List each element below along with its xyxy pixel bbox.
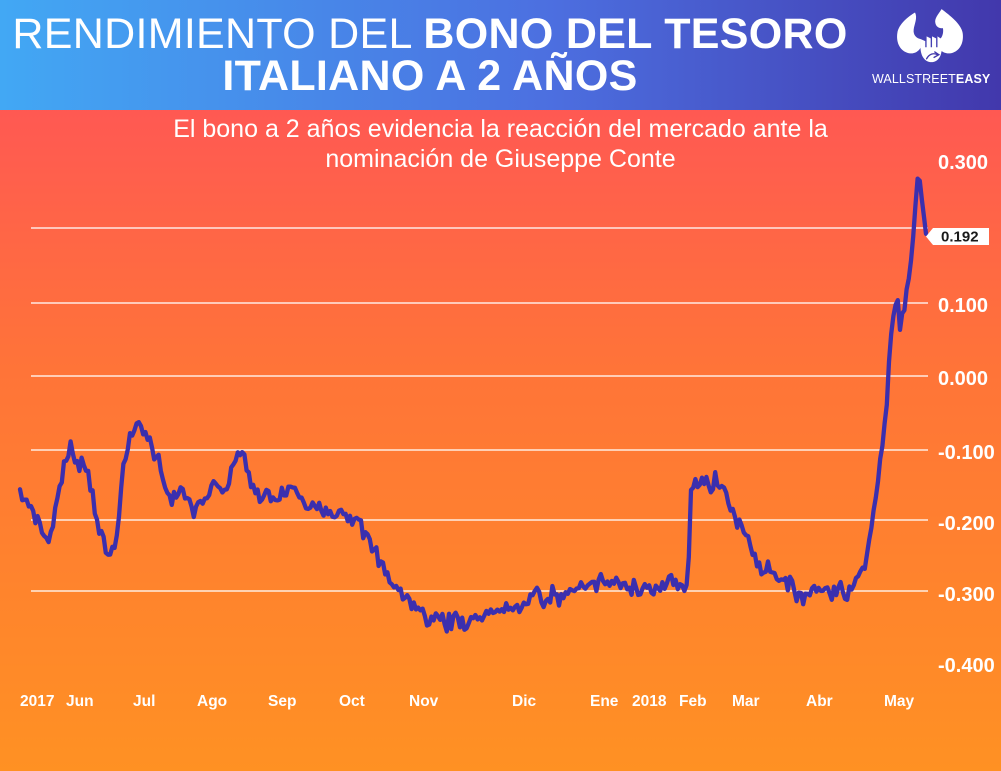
svg-text:May: May [884,693,915,710]
svg-text:Ene: Ene [590,693,619,710]
svg-text:Feb: Feb [679,693,707,710]
svg-text:0.192: 0.192 [941,229,979,246]
svg-text:Jun: Jun [66,693,94,710]
svg-text:Sep: Sep [268,693,296,710]
svg-text:Mar: Mar [732,693,760,710]
svg-text:Oct: Oct [339,693,365,710]
svg-text:Dic: Dic [512,693,537,710]
svg-text:0.000: 0.000 [938,368,988,390]
svg-text:Ago: Ago [197,693,227,710]
svg-text:-0.400: -0.400 [938,655,995,677]
svg-text:0.100: 0.100 [938,295,988,317]
svg-text:-0.100: -0.100 [938,442,995,464]
svg-text:2018: 2018 [632,693,667,710]
svg-text:Nov: Nov [409,693,439,710]
svg-text:2017: 2017 [20,693,54,710]
svg-text:Abr: Abr [806,693,833,710]
svg-text:0.300: 0.300 [938,152,988,174]
svg-text:-0.300: -0.300 [938,584,995,606]
svg-text:-0.200: -0.200 [938,513,995,535]
svg-text:Jul: Jul [133,693,155,710]
